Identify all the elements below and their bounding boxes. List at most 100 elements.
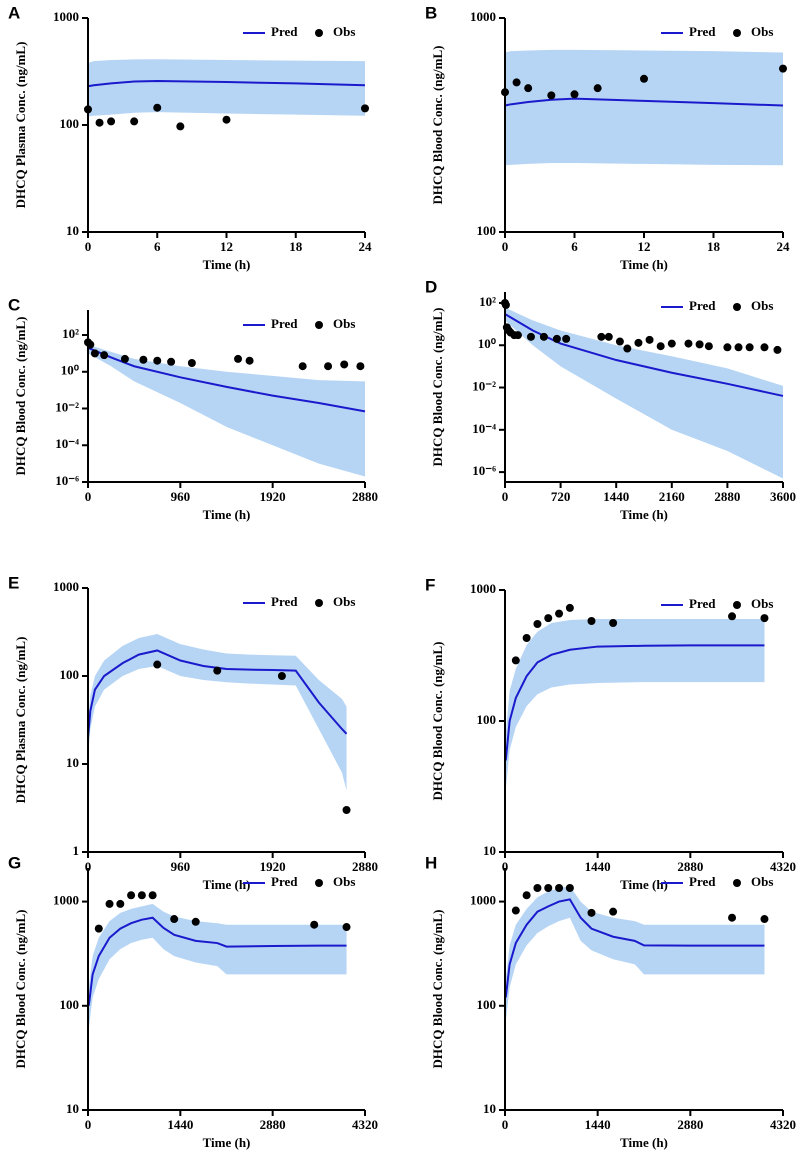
- x-tick-label: 1440: [585, 1117, 611, 1132]
- legend-marker: [315, 879, 323, 887]
- x-axis-label: Time (h): [620, 877, 668, 892]
- obs-point: [176, 122, 185, 131]
- x-tick-label: 24: [359, 239, 373, 254]
- obs-point: [120, 354, 129, 363]
- obs-point: [167, 357, 176, 366]
- legend-label: Obs: [751, 24, 773, 39]
- pred-line: [504, 97, 784, 107]
- y-axis-label: DHCQ Blood Conc. (ng/mL): [13, 910, 28, 1069]
- x-tick-label: 0: [85, 239, 92, 254]
- y-tick-label: 10⁻²: [472, 379, 496, 394]
- legend-label: Pred: [689, 298, 716, 313]
- pred-line: [504, 644, 765, 761]
- obs-point: [116, 899, 125, 908]
- x-tick-label: 2160: [659, 489, 685, 504]
- prediction-band: [505, 619, 765, 790]
- legend-marker: [733, 879, 741, 887]
- obs-point: [522, 634, 531, 643]
- obs-point: [562, 334, 571, 343]
- prediction-band: [505, 49, 783, 166]
- pred-line: [87, 79, 366, 88]
- x-tick-label: 1920: [260, 859, 286, 874]
- obs-point: [511, 906, 520, 915]
- y-tick-label: 1000: [470, 9, 496, 24]
- obs-point: [634, 338, 643, 347]
- legend-label: Obs: [333, 874, 355, 889]
- obs-point: [695, 340, 704, 349]
- obs-point: [779, 64, 787, 73]
- obs-point: [587, 908, 596, 917]
- y-axis-label: DHCQ Plasma Conc. (ng/mL): [13, 637, 28, 804]
- x-axis-label: Time (h): [203, 1135, 251, 1150]
- legend-label: Obs: [333, 594, 355, 609]
- panel-label: F: [425, 575, 435, 594]
- x-tick-label: 2880: [677, 1117, 703, 1132]
- y-axis-label: DHCQ Blood Conc. (ng/mL): [430, 308, 445, 467]
- obs-point: [773, 345, 782, 354]
- x-tick-label: 1920: [260, 489, 286, 504]
- obs-point: [170, 915, 179, 924]
- x-tick-label: 12: [638, 239, 651, 254]
- y-tick-label: 10: [483, 1101, 496, 1116]
- obs-point: [340, 360, 349, 369]
- y-axis-label: DHCQ Blood Conc. (ng/mL): [430, 46, 445, 205]
- obs-point: [298, 362, 307, 371]
- prediction-band: [505, 886, 765, 1022]
- legend-label: Pred: [271, 316, 298, 331]
- x-tick-label: 0: [85, 489, 92, 504]
- y-tick-label: 10²: [62, 326, 79, 341]
- obs-point: [277, 672, 286, 680]
- x-tick-label: 1440: [167, 1117, 193, 1132]
- prediction-band: [88, 634, 347, 791]
- legend-label: Obs: [751, 874, 773, 889]
- obs-point: [95, 118, 104, 127]
- x-axis-label: Time (h): [620, 507, 668, 522]
- x-tick-label: 18: [289, 239, 303, 254]
- prediction-band: [505, 307, 783, 479]
- obs-point: [704, 342, 713, 351]
- y-tick-label: 1: [73, 843, 80, 858]
- y-tick-label: 10⁻⁴: [55, 436, 79, 451]
- x-tick-label: 0: [502, 239, 509, 254]
- obs-point: [539, 332, 548, 341]
- legend-label: Pred: [271, 594, 298, 609]
- obs-point: [745, 343, 754, 352]
- panel-label: G: [8, 853, 21, 872]
- legend-marker: [733, 29, 741, 37]
- obs-point: [656, 342, 665, 351]
- pred-line: [87, 916, 347, 1006]
- x-axis-label: Time (h): [620, 257, 668, 272]
- pred-line: [504, 898, 765, 998]
- x-axis-label: Time (h): [620, 1135, 668, 1150]
- y-tick-label: 10: [483, 843, 496, 858]
- obs-point: [139, 355, 148, 364]
- legend-label: Pred: [271, 874, 298, 889]
- x-tick-label: 6: [571, 239, 578, 254]
- y-tick-label: 1000: [53, 9, 79, 24]
- obs-point: [324, 362, 333, 371]
- legend-marker: [733, 601, 741, 609]
- obs-point: [684, 339, 693, 348]
- legend-marker: [315, 599, 323, 607]
- obs-point: [623, 344, 632, 353]
- obs-point: [760, 614, 769, 623]
- x-tick-label: 4320: [352, 1117, 378, 1132]
- y-tick-label: 1000: [470, 893, 496, 908]
- x-tick-label: 0: [85, 859, 92, 874]
- obs-point: [511, 656, 520, 665]
- obs-point: [342, 806, 351, 815]
- y-tick-label: 100: [477, 223, 497, 238]
- obs-point: [512, 78, 521, 87]
- obs-point: [597, 332, 606, 341]
- obs-point: [90, 349, 99, 358]
- y-tick-label: 1000: [470, 581, 496, 596]
- obs-point: [153, 660, 162, 669]
- x-tick-label: 960: [171, 489, 191, 504]
- obs-point: [615, 337, 624, 346]
- x-axis-label: Time (h): [203, 507, 251, 522]
- obs-point: [130, 117, 139, 126]
- obs-point: [760, 343, 769, 352]
- y-tick-label: 1000: [53, 893, 79, 908]
- y-tick-label: 100: [60, 997, 80, 1012]
